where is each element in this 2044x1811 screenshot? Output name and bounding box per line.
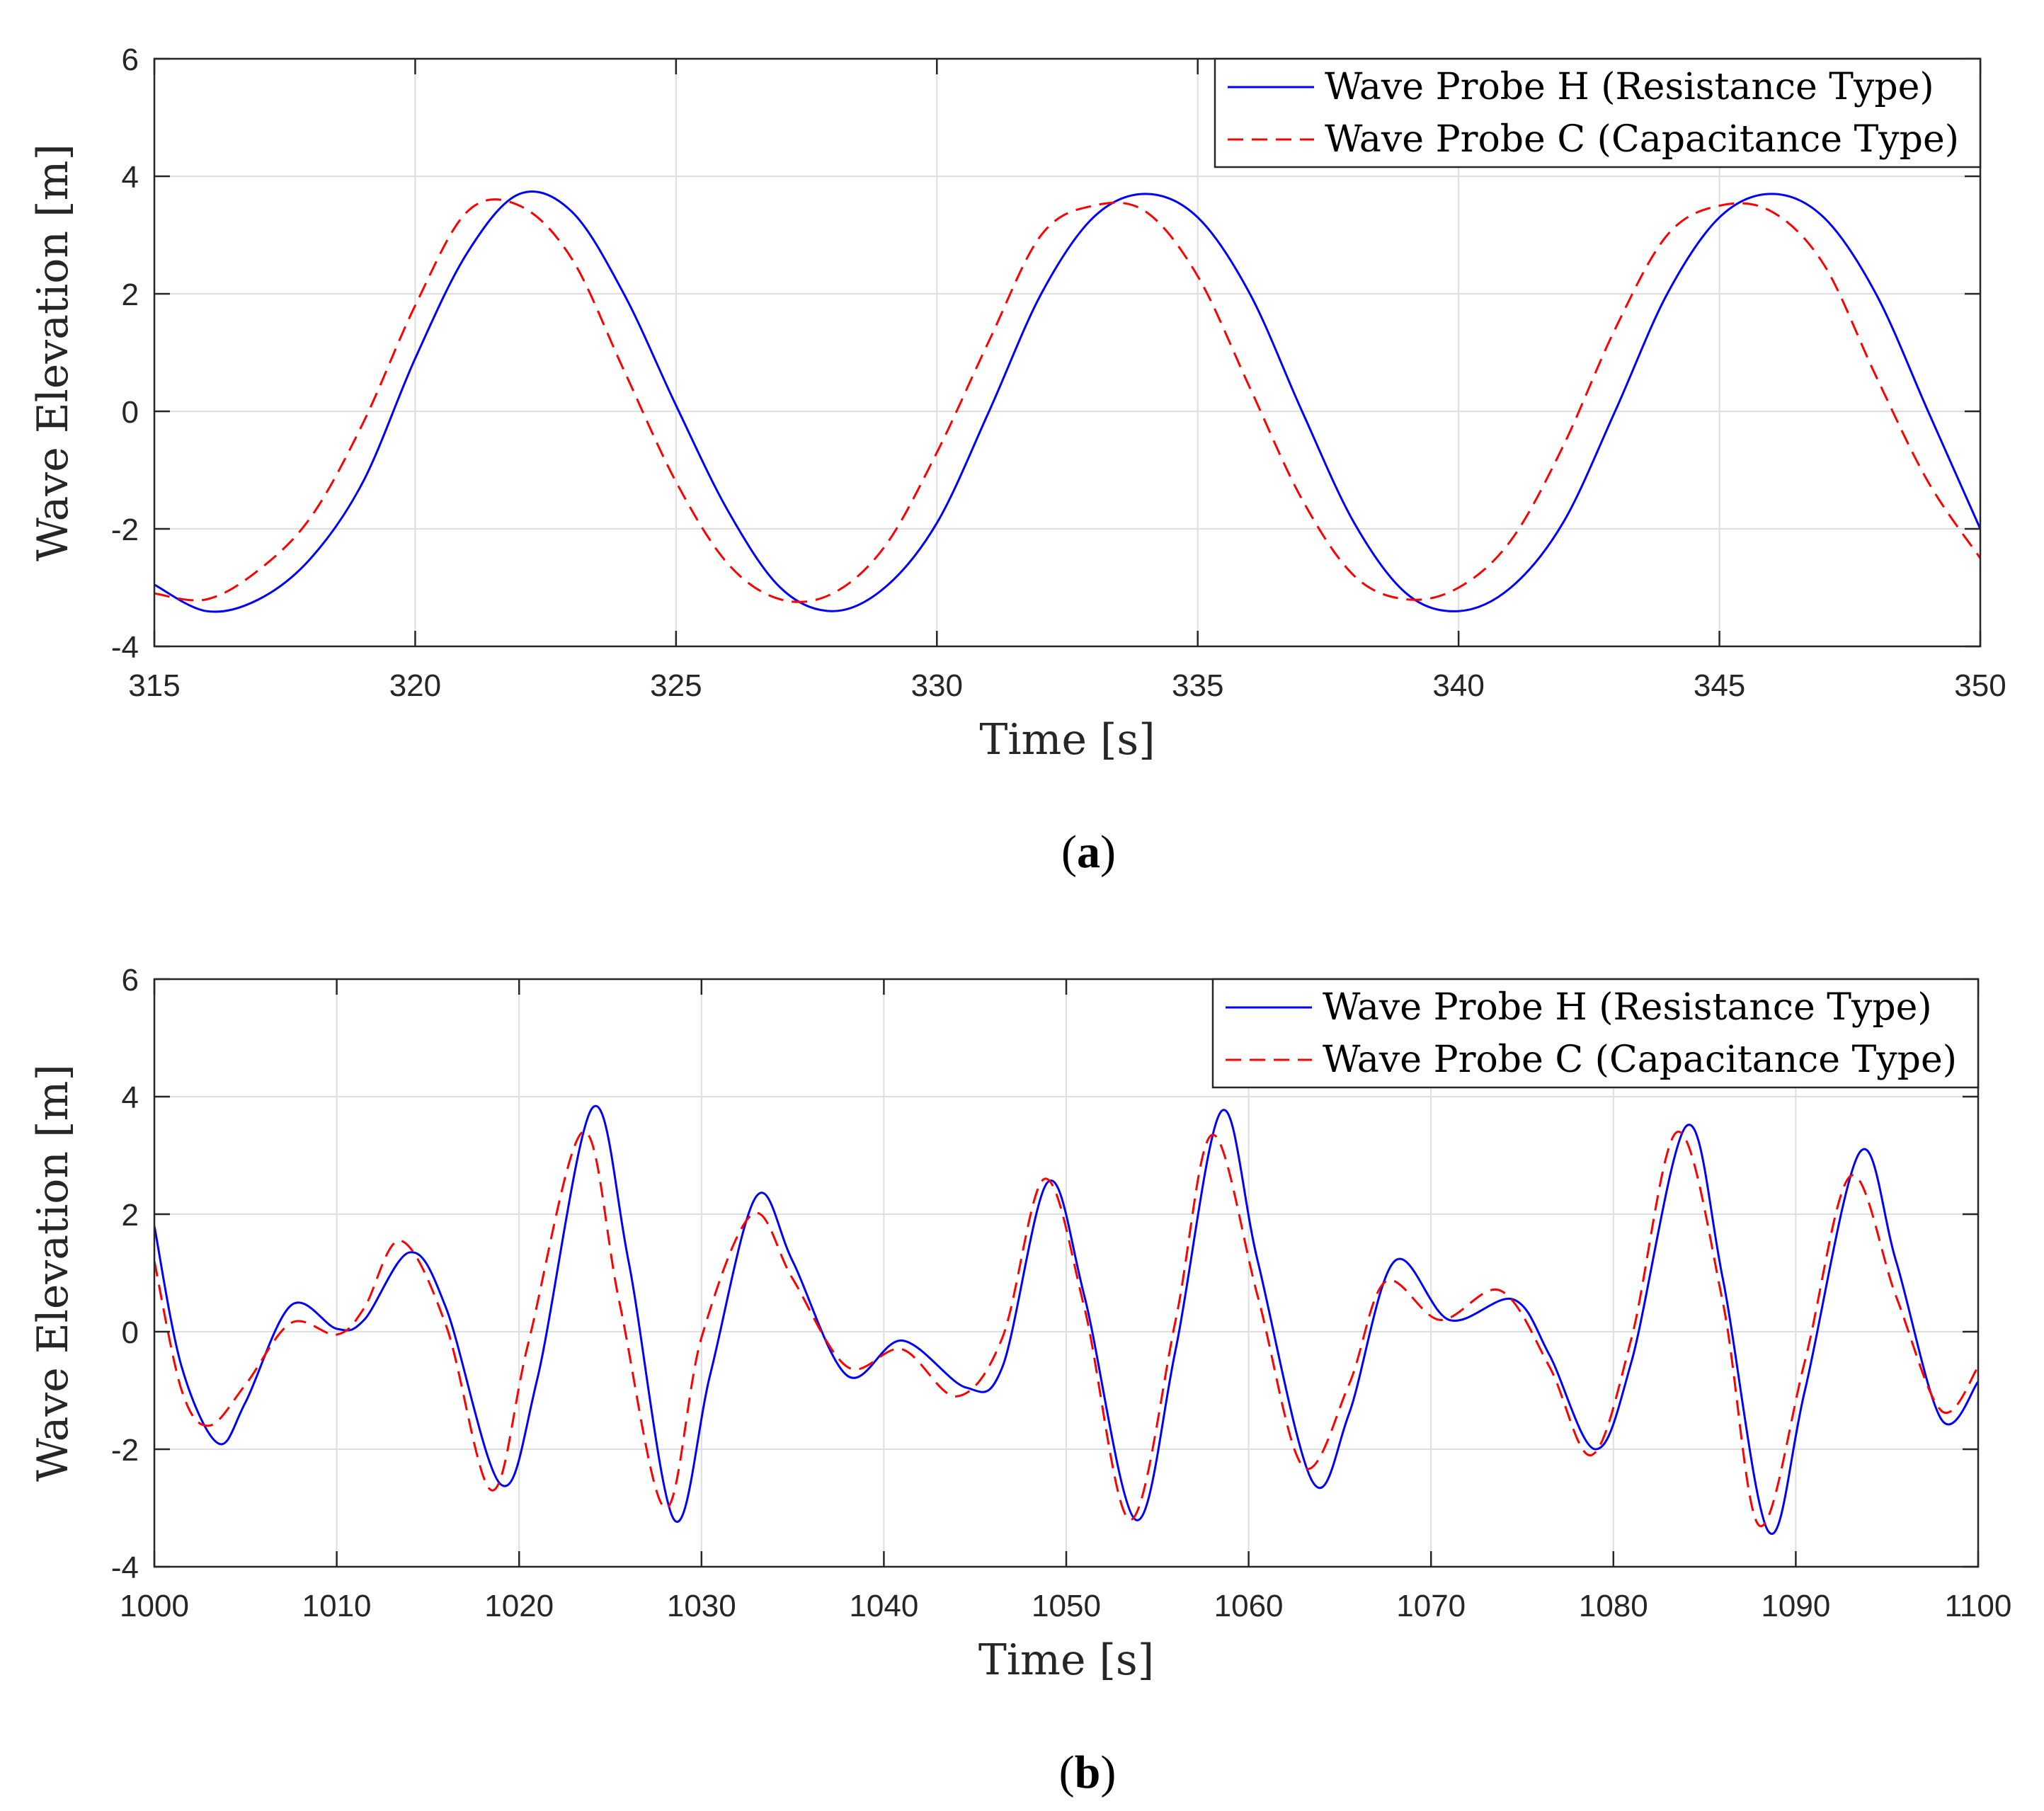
legend-box [1211,978,1980,1089]
series-line-wave-probe-c [154,1131,1978,1528]
panel-label-open: ( [1061,826,1077,878]
x-tick-label: 1030 [667,1589,736,1623]
y-tick-label: 0 [122,1315,139,1350]
chart-panel-b: 1000 1010 1020 1030 1040 1050 1060 1070 1080 1090… [28,963,2011,1798]
panel-label-close: ) [1100,826,1116,878]
panel-label-close: ) [1100,1747,1116,1798]
y-axis-title: Wave Elevation [m] [28,1064,78,1482]
y-tick-label: 0 [122,395,139,430]
x-tick-label: 1050 [1032,1589,1101,1623]
x-tick-label: 1070 [1396,1589,1466,1623]
x-tick-label: 1100 [1945,1589,2012,1623]
x-tick-label: 335 [1172,668,1223,703]
axes-box [153,57,1982,648]
legend: Wave Probe H (Resistance Type) Wave Probe… [1211,978,1980,1089]
panel-label: (a) [1061,826,1116,878]
panel-label-letter: a [1077,826,1100,878]
panel-label-letter: b [1075,1747,1101,1798]
x-axis-title: Time [s] [978,1635,1154,1685]
y-axis-title: Wave Elevation [m] [28,144,78,561]
x-tick-label: 1040 [849,1589,918,1623]
series-line-wave-probe-c [154,198,1980,603]
y-tick-label: 2 [122,278,139,312]
legend-label-wave-probe-c: Wave Probe C (Capacitance Type) [1325,118,1959,161]
y-tick-label: -4 [111,630,139,665]
legend: Wave Probe H (Resistance Type) Wave Probe… [1214,57,1982,168]
x-tick-label: 1090 [1761,1589,1830,1623]
x-tick-label: 345 [1694,668,1745,703]
x-tick-label: 1080 [1579,1589,1648,1623]
legend-box [1214,57,1982,168]
y-tick-label: 6 [122,963,139,998]
y-tick-label: 4 [122,160,139,195]
y-tick-label: -2 [111,1433,139,1468]
legend-label-wave-probe-h: Wave Probe H (Resistance Type) [1323,986,1932,1029]
x-tick-label: 320 [389,668,441,703]
x-tick-label: 330 [911,668,963,703]
chart-panel-a: 315 320 325 330 335 340 345 350 -4 -2 0 2 4 6 Time [s]… [28,42,2006,878]
legend-label-wave-probe-h: Wave Probe H (Resistance Type) [1325,66,1934,108]
y-tick-label: -2 [111,513,139,547]
x-axis-title: Time [s] [979,715,1155,765]
x-tick-label: 1060 [1214,1589,1284,1623]
series-line-wave-probe-h [154,1104,1978,1535]
x-tick-label: 340 [1432,668,1484,703]
x-tick-label: 1000 [120,1589,189,1623]
series-line-wave-probe-h [154,190,1980,613]
x-tick-label: 1010 [302,1589,372,1623]
legend-label-wave-probe-c: Wave Probe C (Capacitance Type) [1323,1039,1957,1081]
y-tick-label: 2 [122,1198,139,1233]
y-tick-label: -4 [111,1550,139,1585]
x-tick-label: 1020 [484,1589,554,1623]
panel-label-open: ( [1059,1747,1075,1798]
x-tick-label: 315 [128,668,180,703]
x-tick-label: 350 [1954,668,2006,703]
y-tick-label: 6 [122,42,139,77]
x-tick-label: 325 [650,668,702,703]
panel-label: (b) [1059,1747,1117,1798]
y-tick-label: 4 [122,1080,139,1115]
